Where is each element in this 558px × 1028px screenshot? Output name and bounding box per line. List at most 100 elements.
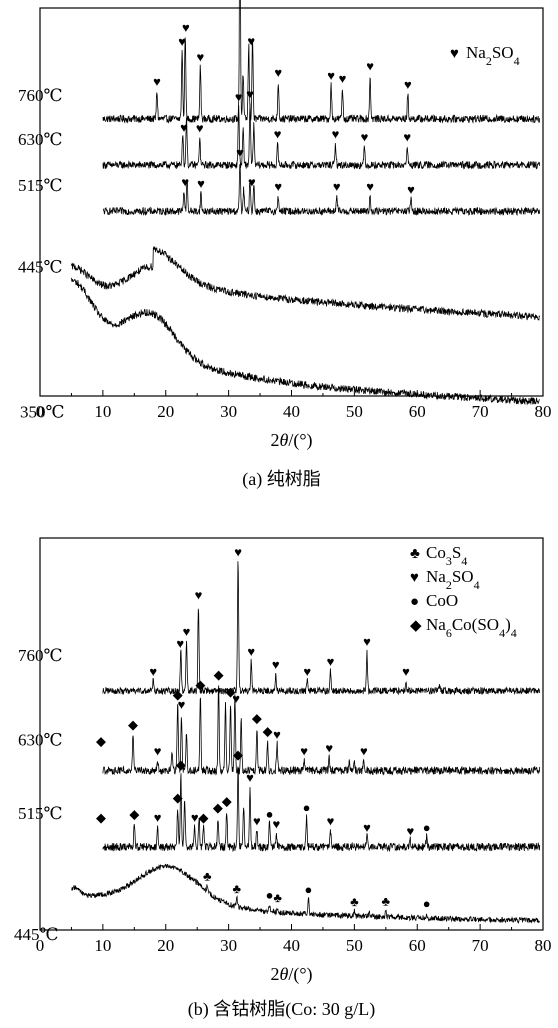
peak-marker: ♥ — [274, 179, 282, 194]
peak-marker: ♥ — [236, 145, 244, 160]
peak-marker: ♥ — [333, 179, 341, 194]
peak-marker: ♥ — [406, 823, 414, 838]
peak-marker: ♣ — [273, 890, 282, 905]
legend-entry: Na6Co(SO4)4 — [426, 615, 517, 640]
legend-entry: Co3S4 — [426, 543, 467, 568]
trace-label: 760℃ — [18, 646, 63, 665]
peak-marker: ♥ — [196, 50, 204, 65]
x-tick-label: 60 — [409, 936, 426, 955]
peak-marker: ♥ — [327, 813, 335, 828]
peak-marker: ♥ — [360, 744, 368, 759]
xrd-trace-445c — [71, 863, 540, 925]
x-tick-label: 50 — [346, 402, 363, 421]
trace-label: 630℃ — [18, 731, 63, 750]
x-tick-label: 0 — [36, 402, 45, 421]
plot-frame — [39, 7, 544, 397]
x-tick-label: 10 — [94, 402, 111, 421]
peak-marker: ♥ — [403, 130, 411, 145]
peak-marker: ♥ — [246, 770, 254, 785]
peak-marker: ♥ — [176, 636, 184, 651]
peak-marker: ◆ — [233, 747, 243, 762]
x-tick-label: 50 — [346, 936, 363, 955]
peak-marker: ♥ — [272, 657, 280, 672]
xrd-trace-515c — [102, 164, 541, 217]
panel-a: 0 10 20 30 40 50 60 70 80 2θ/(°) (a) 纯树脂 ♥ Na2SO4 760… — [18, 0, 552, 490]
peak-marker: ● — [266, 807, 274, 822]
peak-marker: ● — [303, 800, 311, 815]
legend-symbol: ◆ — [410, 618, 422, 634]
peak-marker: ◆ — [173, 790, 183, 805]
peak-marker: ♥ — [300, 744, 308, 759]
peak-marker: ♥ — [327, 654, 335, 669]
peak-marker: ◆ — [252, 710, 262, 725]
peak-marker: ◆ — [128, 717, 138, 732]
peak-marker: ◆ — [222, 793, 232, 808]
panel-caption: (a) 纯树脂 — [242, 469, 320, 490]
peak-marker: ♥ — [303, 664, 311, 679]
x-tick-label: 80 — [535, 402, 552, 421]
peak-marker: ♥ — [154, 744, 162, 759]
legend-entry: CoO — [426, 591, 458, 610]
peak-marker: ♥ — [234, 544, 242, 559]
peak-marker: ◆ — [198, 810, 208, 825]
peak-marker: ♥ — [232, 691, 240, 706]
xrd-trace-630c — [102, 103, 541, 170]
peak-marker: ♥ — [325, 740, 333, 755]
peak-marker: ♣ — [382, 893, 391, 908]
legend-symbol: ♥ — [450, 46, 459, 62]
peak-marker: ♥ — [274, 65, 282, 80]
peak-marker: ♥ — [154, 810, 162, 825]
peak-marker: ♥ — [247, 644, 255, 659]
peak-marker: ♥ — [247, 34, 255, 49]
peak-marker: ♥ — [181, 174, 189, 189]
peak-marker: ♥ — [235, 90, 243, 105]
panel-b: 0 10 20 30 40 50 60 70 80 2θ/(°) (b) 含钴树脂(Co: 30 g… — [14, 537, 552, 1020]
peak-marker: ● — [305, 882, 313, 897]
peak-marker: ♥ — [332, 126, 340, 141]
peak-marker: ◆ — [173, 687, 183, 702]
peak-marker: ♥ — [253, 813, 261, 828]
peak-marker: ♥ — [363, 820, 371, 835]
xrd-trace-515c — [102, 766, 541, 853]
legend-entry: Na2SO4 — [466, 43, 520, 68]
peak-marker: ♥ — [246, 86, 254, 101]
xrd-trace-445c — [71, 245, 540, 321]
peak-marker: ● — [266, 888, 274, 903]
trace-label: 630℃ — [18, 130, 63, 149]
trace-label: 515℃ — [18, 804, 63, 823]
x-tick-label: 60 — [409, 402, 426, 421]
x-tick-label: 40 — [283, 402, 300, 421]
peak-marker: ♣ — [203, 868, 212, 883]
peak-marker: ♥ — [402, 664, 410, 679]
xrd-trace-760c — [102, 561, 541, 696]
peak-marker: ◆ — [213, 800, 223, 815]
peak-marker: ◆ — [214, 667, 224, 682]
panel-caption: (b) 含钴树脂(Co: 30 g/L) — [188, 999, 375, 1020]
peak-marker: ♥ — [363, 634, 371, 649]
peak-marker: ♣ — [233, 881, 242, 896]
peak-marker: ♥ — [197, 176, 205, 191]
trace-label: 760℃ — [18, 86, 63, 105]
xrd-trace-630c — [102, 685, 541, 776]
peak-marker: ♥ — [248, 174, 256, 189]
peak-marker: ♥ — [182, 20, 190, 35]
peak-marker: ♥ — [149, 664, 157, 679]
peak-marker: ● — [423, 896, 431, 911]
peak-marker: ♥ — [191, 810, 199, 825]
x-tick-label: 10 — [94, 936, 111, 955]
peak-marker: ◆ — [263, 724, 273, 739]
peak-marker: ◆ — [226, 684, 236, 699]
legend-symbol: ● — [410, 594, 419, 610]
x-tick-label: 30 — [220, 936, 237, 955]
peak-marker: ◆ — [195, 677, 205, 692]
trace-label: 515℃ — [18, 176, 63, 195]
xrd-trace-760c — [102, 0, 541, 124]
peak-marker: ♥ — [273, 817, 281, 832]
peak-marker: ♥ — [361, 130, 369, 145]
legend-symbol: ♥ — [410, 570, 419, 586]
peak-marker: ♥ — [178, 34, 186, 49]
peak-marker: ● — [423, 820, 431, 835]
peak-marker: ♥ — [196, 120, 204, 135]
trace-label: 445℃ — [18, 257, 63, 276]
